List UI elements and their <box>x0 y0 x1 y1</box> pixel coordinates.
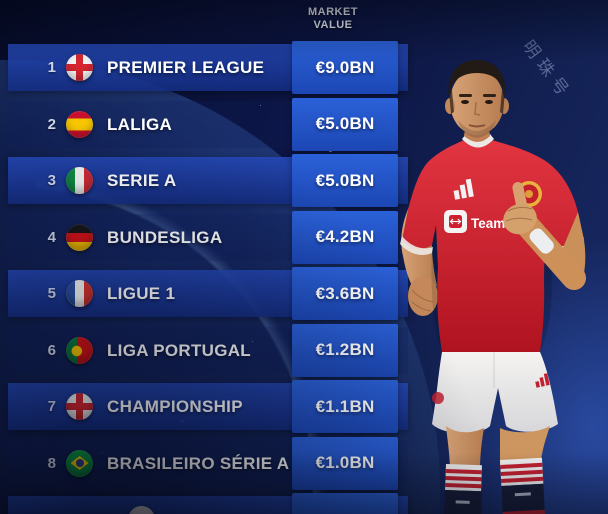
market-value-text: €3.6BN <box>315 283 375 303</box>
table-row-liga-portugal: 6 LIGA PORTUGAL €1.2BN <box>8 323 408 377</box>
market-value-badge: €9.0BN <box>292 41 398 94</box>
market-value-badge: €3.6BN <box>292 267 398 320</box>
rank-number: 5 <box>47 285 56 302</box>
league-name: LIGA PORTUGAL <box>107 340 251 360</box>
rank-number: 1 <box>47 59 56 76</box>
market-value-text: €1.0BN <box>315 453 375 472</box>
market-value-column-header: MARKET VALUE <box>280 6 386 32</box>
market-value-badge: €5.0BN <box>292 154 398 207</box>
player-right-sock <box>500 457 546 514</box>
italy-flag-icon <box>66 167 93 194</box>
shorts-badge-icon <box>432 392 444 404</box>
market-value-text: €1.2BN <box>315 340 375 359</box>
table-row-laliga: 2 LALIGA €5.0BN <box>8 97 408 151</box>
france-flag-icon <box>66 280 93 307</box>
market-value-text: €4.2BN <box>315 227 375 246</box>
table-row-championship: 7 CHAMPIONSHIP €1.1BN <box>8 380 408 433</box>
league-name: LIGUE 1 <box>107 284 176 303</box>
table-row-serie-a: 3 SERIE A €5.0BN <box>8 154 408 207</box>
market-value-text: €9.0BN <box>315 57 375 77</box>
rank-number: 4 <box>47 228 56 246</box>
market-value-badge <box>292 493 398 514</box>
sponsor-logo-icon <box>444 210 467 233</box>
rank-number: 7 <box>47 398 56 415</box>
star-field <box>0 0 1 1</box>
market-value-text: €5.0BN <box>315 170 375 190</box>
league-name: CHAMPIONSHIP <box>107 397 243 416</box>
league-name: BUNDESLIGA <box>107 227 223 247</box>
market-value-badge: €4.2BN <box>292 210 398 264</box>
market-value-badge: €1.2BN <box>292 323 398 377</box>
player-shorts <box>432 352 558 434</box>
portugal-flag-icon <box>66 336 93 364</box>
rank-number: 6 <box>47 341 56 359</box>
england-flag-icon <box>66 393 93 420</box>
brazil-flag-icon <box>66 449 93 477</box>
table-row-premier-league: 1 PREMIER LEAGUE €9.0BN <box>8 41 408 94</box>
player-photo: TeamVi <box>400 60 586 514</box>
market-value-text: €1.1BN <box>315 396 375 416</box>
spain-flag-icon <box>66 110 93 138</box>
table-row-brasileiro-serie-a: 8 BRASILEIRO SÉRIE A €1.0BN <box>8 436 408 490</box>
league-name: PREMIER LEAGUE <box>107 58 265 77</box>
table-row-bundesliga: 4 BUNDESLIGA €4.2BN <box>8 210 408 264</box>
rank-number: 3 <box>47 172 56 189</box>
header-line-1: MARKET <box>307 6 359 18</box>
rank-number: 8 <box>47 454 56 472</box>
player-head <box>445 60 509 142</box>
market-value-badge: €1.1BN <box>292 380 398 433</box>
header-line-2: VALUE <box>313 19 353 31</box>
player-left-sock <box>444 464 483 514</box>
rank-number: 2 <box>47 115 56 133</box>
partial-flag-icon <box>128 506 155 514</box>
market-value-text: €5.0BN <box>315 114 375 133</box>
league-name: SERIE A <box>107 171 177 190</box>
market-value-badge: €1.0BN <box>292 436 398 490</box>
table-row-partial <box>8 493 408 514</box>
league-name: LALIGA <box>107 114 173 134</box>
market-value-badge: €5.0BN <box>292 97 398 151</box>
league-name: BRASILEIRO SÉRIE A <box>107 453 290 473</box>
table-row-ligue-1: 5 LIGUE 1 €3.6BN <box>8 267 408 320</box>
germany-flag-icon <box>66 223 93 251</box>
england-flag-icon <box>66 54 93 81</box>
